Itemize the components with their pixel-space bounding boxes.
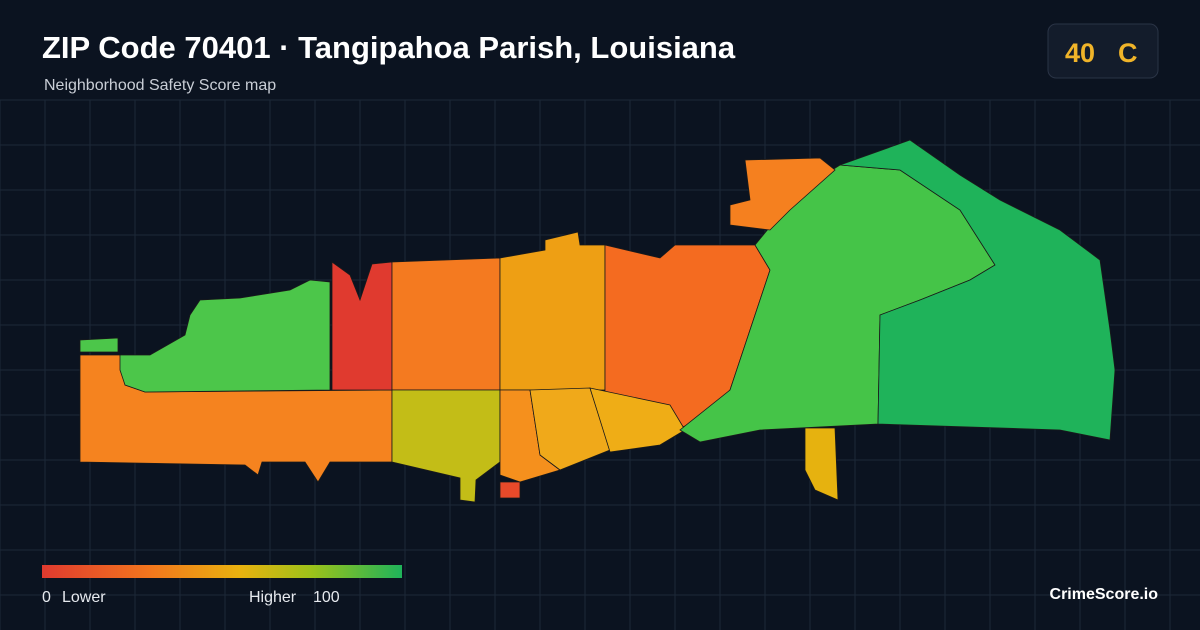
region xyxy=(331,261,393,391)
title: ZIP Code 70401 · Tangipahoa Parish, Loui… xyxy=(42,30,736,65)
region xyxy=(391,257,501,391)
region xyxy=(804,427,839,501)
brand: CrimeScore.io xyxy=(1050,586,1159,603)
score-box xyxy=(1047,23,1159,79)
legend-min-label: Lower xyxy=(62,589,106,606)
region xyxy=(529,387,611,471)
region xyxy=(119,279,331,393)
region xyxy=(729,157,836,231)
map xyxy=(79,139,1116,503)
legend-min: 0 xyxy=(42,589,51,606)
subtitle: Neighborhood Safety Score map xyxy=(44,77,276,94)
legend-scale xyxy=(42,565,402,578)
region xyxy=(499,481,521,499)
region xyxy=(839,139,1116,441)
legend-max-label: Higher xyxy=(249,589,297,606)
region xyxy=(79,337,119,353)
region xyxy=(589,387,686,453)
region xyxy=(499,231,606,391)
score: 40 xyxy=(1065,38,1095,68)
legend-max: 100 xyxy=(313,589,340,606)
grade: C xyxy=(1118,38,1138,68)
